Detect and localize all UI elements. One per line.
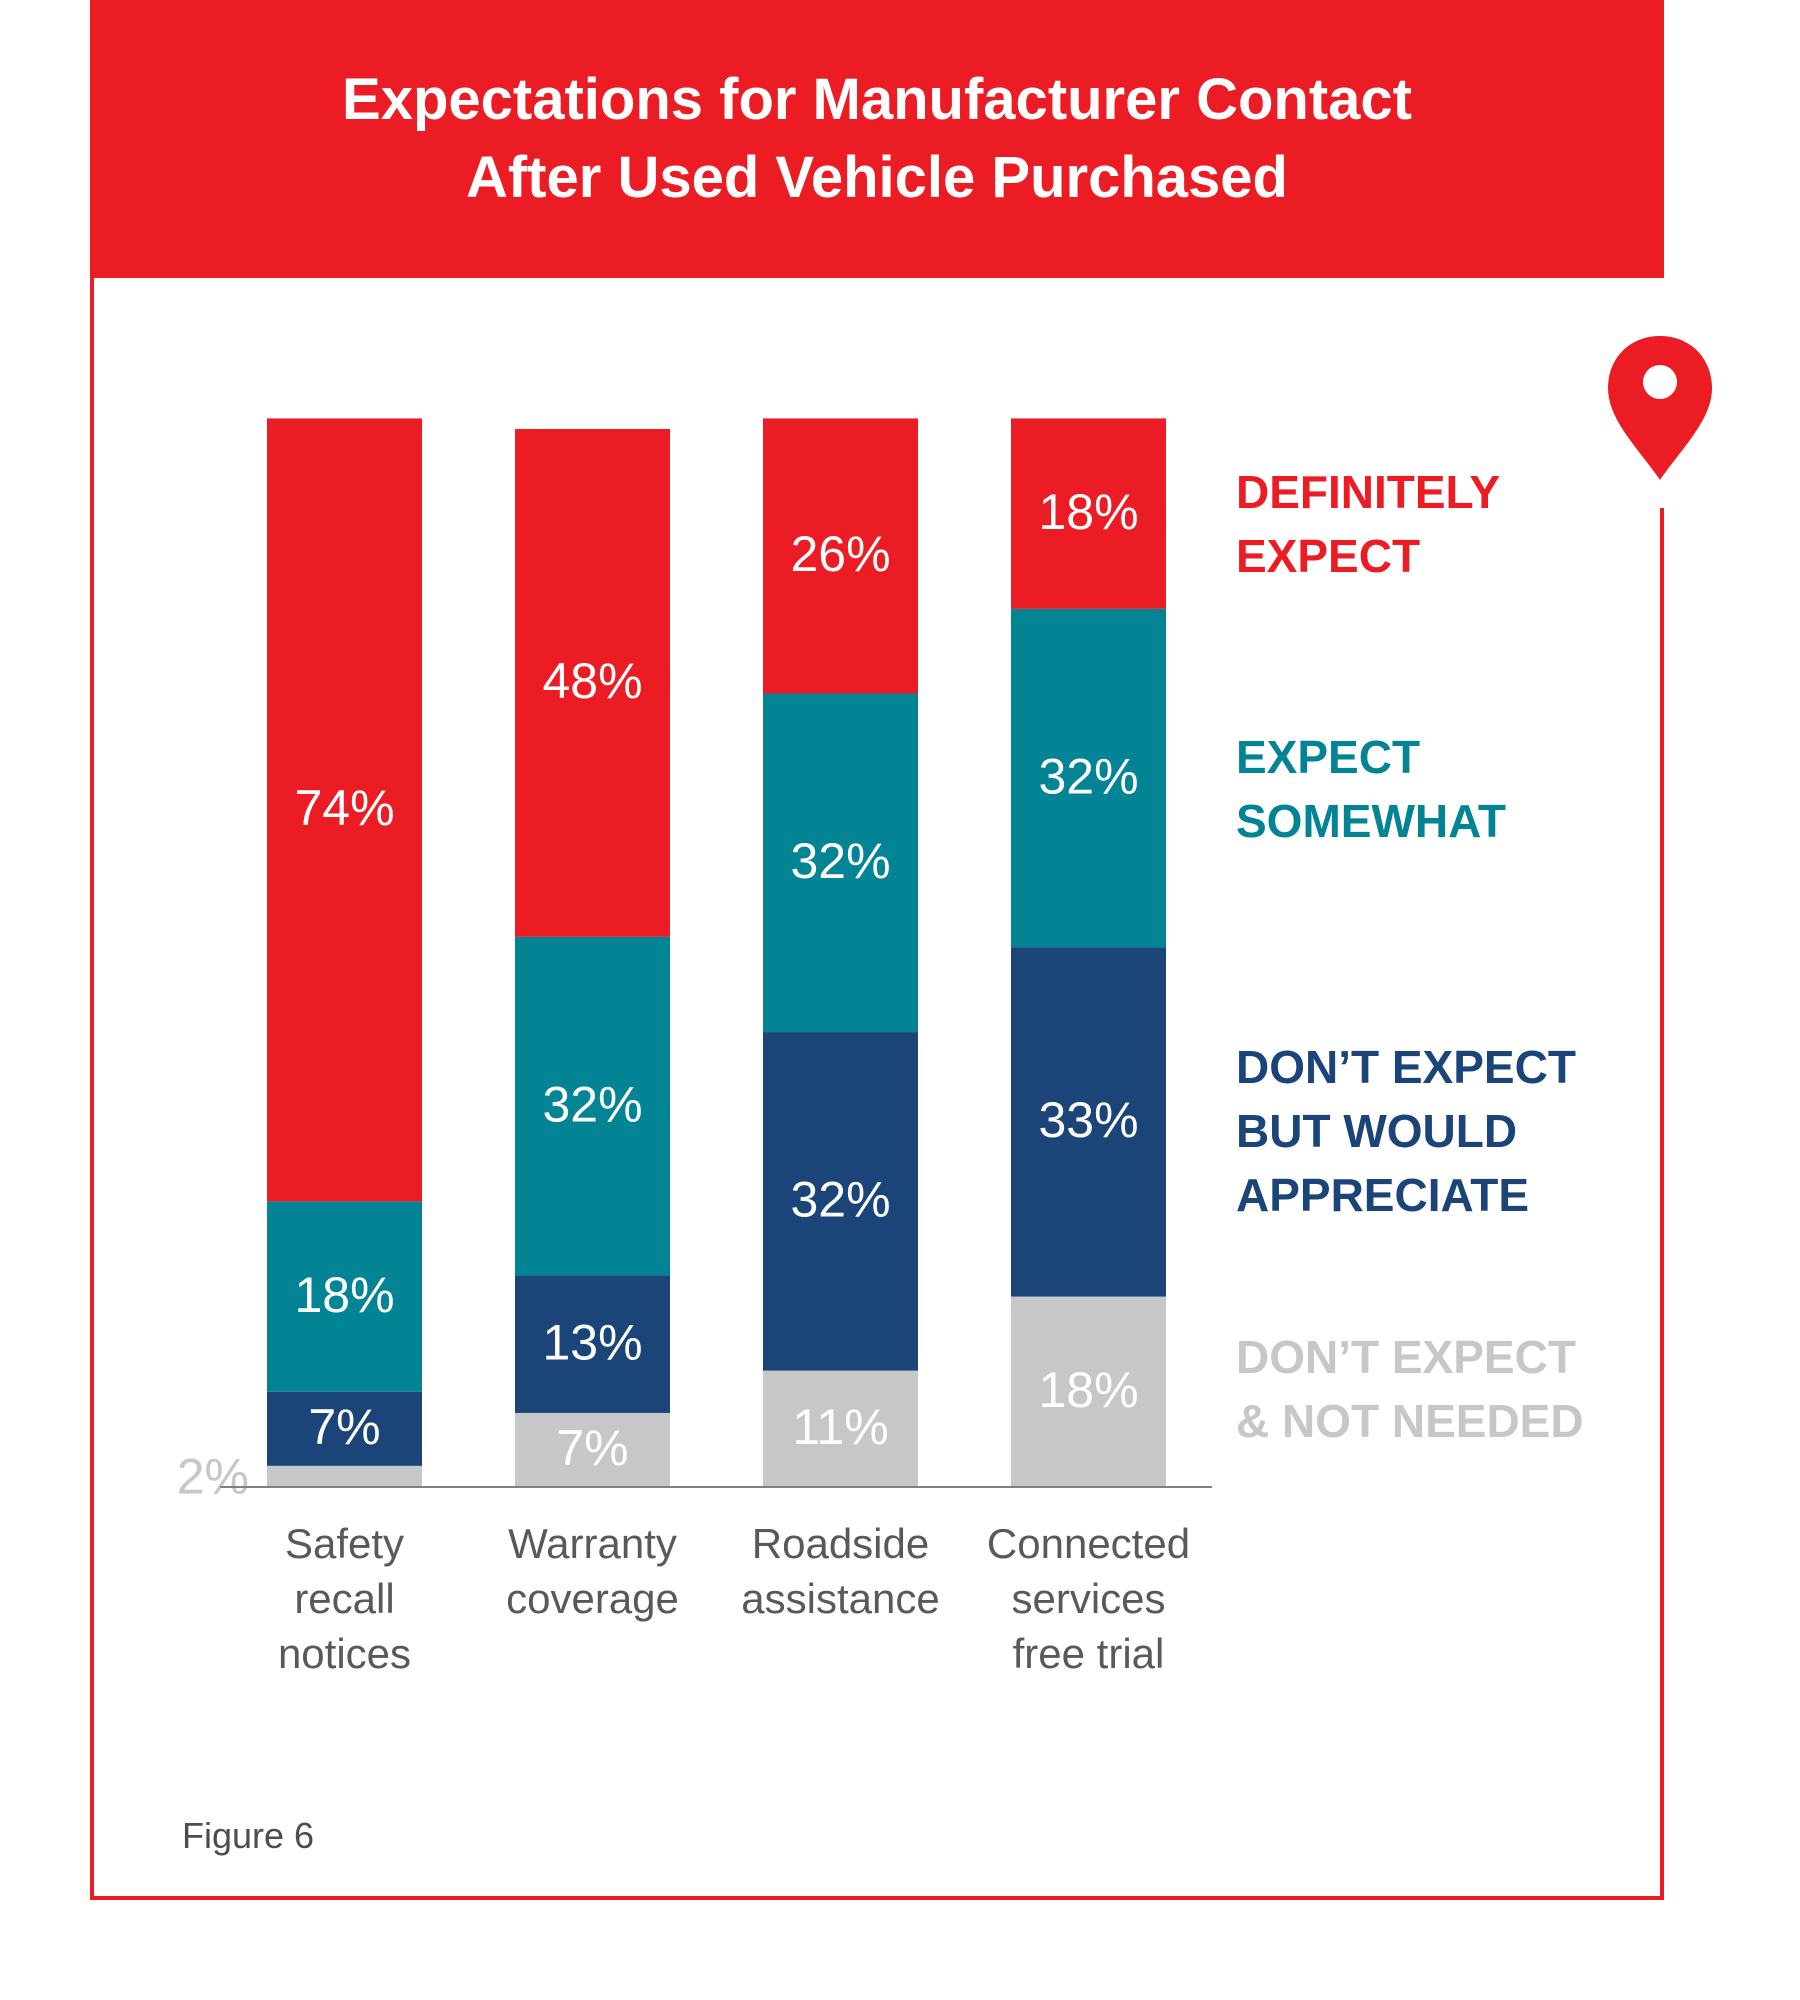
data-label: 7% [556, 1420, 628, 1476]
data-label: 2% [177, 1449, 249, 1505]
bar-segment [515, 1275, 670, 1413]
data-label: 18% [1038, 484, 1138, 540]
bar-segment [267, 418, 422, 1202]
chart-title-line-1: Expectations for Manufacturer Contact [342, 67, 1412, 132]
bar-segment [515, 936, 670, 1276]
legend-item: DON’T EXPECT & NOT NEEDED [1236, 1331, 1584, 1447]
chart-header: Expectations for Manufacturer Contact Af… [90, 0, 1664, 278]
legend-item: DEFINITELY EXPECT [1236, 466, 1501, 582]
bar-segment [515, 429, 670, 937]
bar-segment [1011, 1296, 1166, 1487]
chart-title-line-2: After Used Vehicle Purchased [465, 145, 1288, 210]
category-label: Roadside assistance [741, 1520, 939, 1622]
data-label: 13% [542, 1314, 642, 1370]
data-label: 32% [542, 1076, 642, 1132]
bar-segment [1011, 608, 1166, 948]
bar-segment [763, 693, 918, 1033]
bar-segment [763, 1032, 918, 1371]
bar-segment [763, 1370, 918, 1487]
bar-segment [1011, 947, 1166, 1297]
data-label: 48% [542, 653, 642, 709]
legend-item: EXPECT SOMEWHAT [1236, 731, 1507, 847]
bar-segment [267, 1465, 422, 1487]
bar-segment [515, 1412, 670, 1487]
data-label: 32% [790, 1172, 890, 1228]
data-label: 26% [790, 526, 890, 582]
data-label: 32% [790, 833, 890, 889]
bar-segment [1011, 418, 1166, 609]
data-label: 18% [294, 1267, 394, 1323]
data-label: 7% [308, 1399, 380, 1455]
data-label: 18% [1038, 1362, 1138, 1418]
data-label: 11% [792, 1399, 888, 1455]
bar-segment [267, 1201, 422, 1392]
bar-segment [763, 418, 918, 694]
chart-title: Expectations for Manufacturer Contact Af… [342, 61, 1412, 217]
legend-item: DON’T EXPECT BUT WOULD APPRECIATE [1236, 1041, 1576, 1221]
data-label: 32% [1038, 748, 1138, 804]
bar-segment [267, 1391, 422, 1466]
category-label: Connected services free trial [987, 1520, 1190, 1677]
location-pin-icon [1608, 336, 1712, 480]
data-label: 33% [1038, 1092, 1138, 1148]
figure-label: Figure 6 [182, 1815, 315, 1856]
category-label: Safety recall notices [278, 1520, 411, 1677]
data-label: 74% [294, 780, 394, 836]
category-label: Warranty coverage [506, 1520, 679, 1622]
